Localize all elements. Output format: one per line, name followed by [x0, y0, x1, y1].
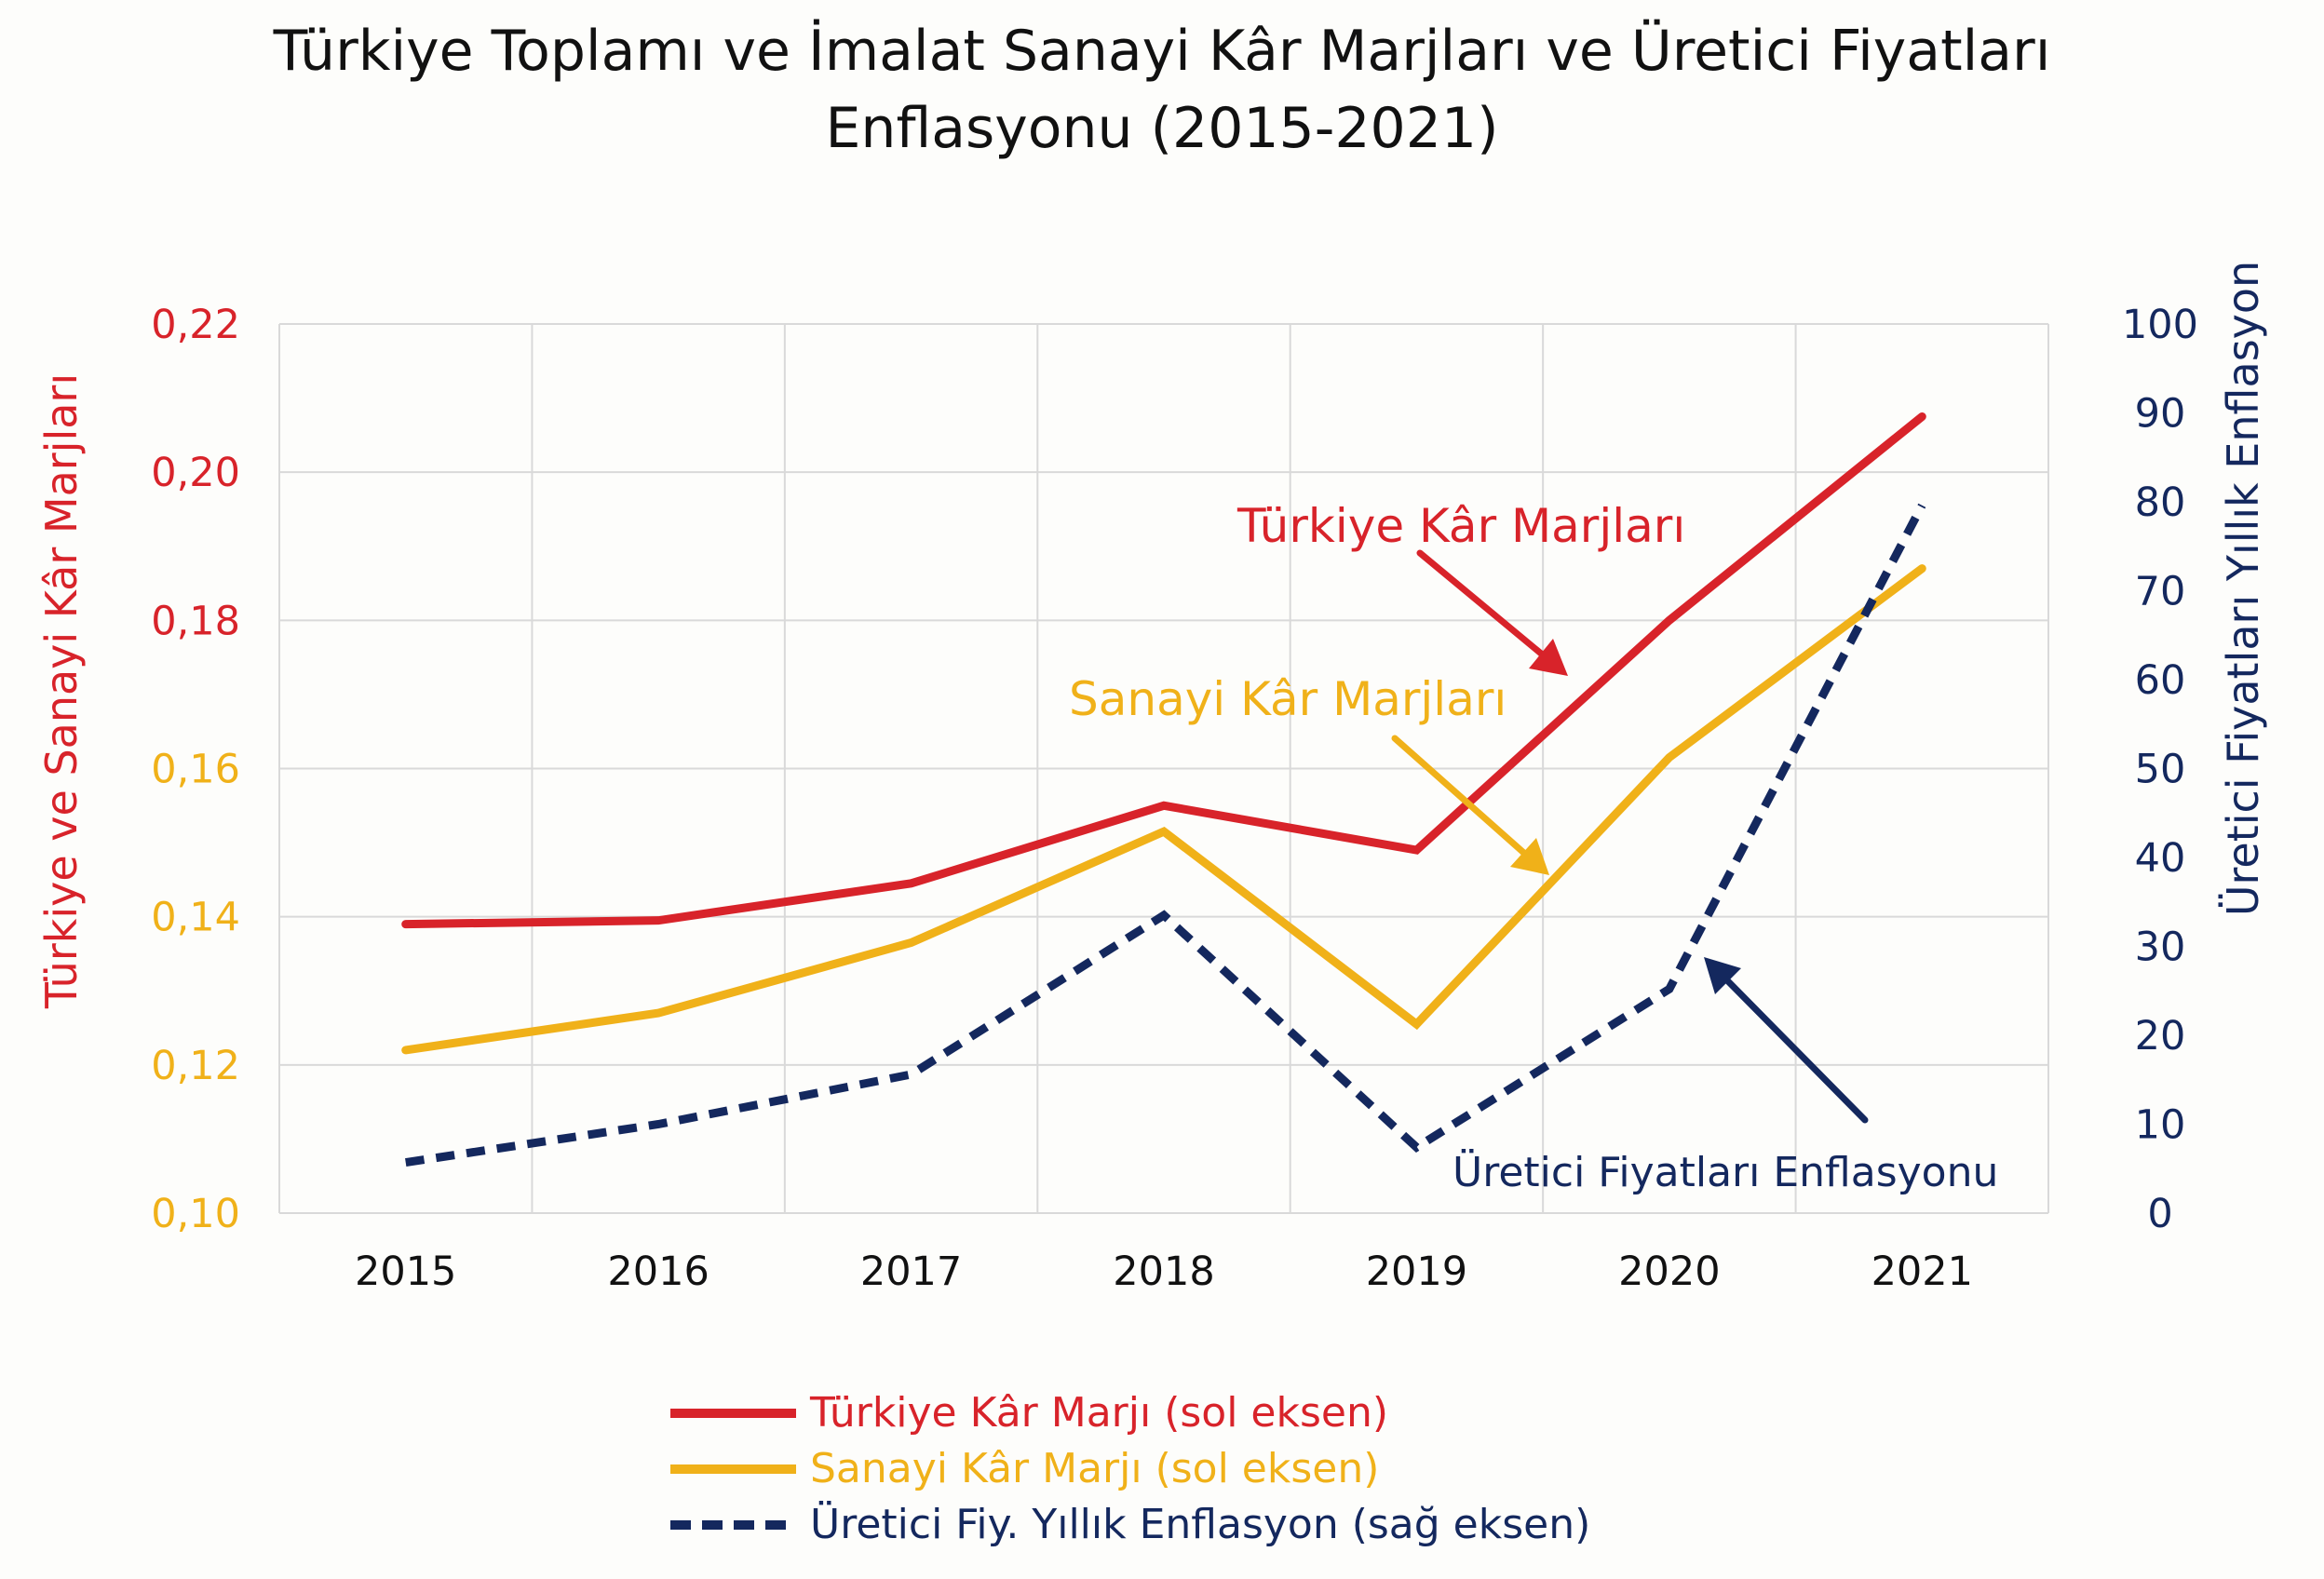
- legend-label-turkiye: Türkiye Kâr Marjı (sol eksen): [809, 1389, 1388, 1437]
- right-tick-label: 10: [2135, 1102, 2186, 1149]
- right-tick-label: 50: [2135, 747, 2186, 793]
- x-axis-ticks: 2015 2016 2017 2018 2019 2020 2021: [355, 1248, 1973, 1295]
- legend: Türkiye Kâr Marjı (sol eksen) Sanayi Kâr…: [670, 1389, 1590, 1548]
- series-group: [401, 412, 1926, 1167]
- x-tick-label: 2020: [1618, 1248, 1720, 1295]
- left-tick-label: 0,16: [151, 747, 240, 793]
- right-tick-label: 80: [2135, 479, 2186, 526]
- x-tick-label: 2017: [860, 1248, 962, 1295]
- left-tick-label: 0,22: [151, 302, 240, 348]
- right-tick-label: 40: [2135, 835, 2186, 882]
- left-tick-label: 0,18: [151, 598, 240, 644]
- series-line-0: [401, 412, 1926, 929]
- left-tick-label: 0,12: [151, 1043, 240, 1089]
- chart-title-line-1: Türkiye Toplamı ve İmalat Sanayi Kâr Mar…: [273, 18, 2051, 84]
- annotation-uretici: Üretici Fiyatları Enflasyonu: [1452, 1148, 1998, 1196]
- annotation-sanayi-arrow: [1391, 735, 1549, 875]
- right-axis-ticks: 0 10 20 30 40 50 60 70 80 90 100: [2122, 302, 2198, 1237]
- right-tick-label: 20: [2135, 1013, 2186, 1059]
- chart-title-line-2: Enflasyonu (2015-2021): [826, 96, 1499, 161]
- annotation-turkiye-arrow: [1416, 549, 1568, 676]
- right-tick-label: 60: [2135, 657, 2186, 704]
- x-tick-label: 2015: [355, 1248, 456, 1295]
- left-axis-ticks: 0,10 0,12 0,14 0,16 0,18 0,20 0,22: [151, 302, 240, 1237]
- grid: [278, 323, 2049, 1214]
- x-tick-label: 2019: [1366, 1248, 1467, 1295]
- annotation-uretici-arrow: [1704, 957, 1869, 1124]
- right-tick-label: 100: [2122, 302, 2198, 348]
- x-tick-label: 2016: [607, 1248, 709, 1295]
- left-tick-label: 0,14: [151, 895, 240, 941]
- right-tick-label: 0: [2147, 1191, 2172, 1237]
- left-axis-label: Türkiye ve Sanayi Kâr Marjları: [36, 373, 87, 1009]
- x-tick-label: 2018: [1113, 1248, 1214, 1295]
- x-tick-label: 2021: [1871, 1248, 1973, 1295]
- legend-label-sanayi: Sanayi Kâr Marjı (sol eksen): [810, 1445, 1379, 1492]
- annotation-sanayi: Sanayi Kâr Marjları: [1069, 672, 1507, 726]
- left-tick-label: 0,10: [151, 1191, 240, 1237]
- right-tick-label: 70: [2135, 569, 2186, 615]
- annotation-turkiye: Türkiye Kâr Marjları: [1236, 499, 1685, 553]
- legend-label-uretici: Üretici Fiy. Yıllık Enflasyon (sağ eksen…: [810, 1500, 1590, 1548]
- right-tick-label: 90: [2135, 391, 2186, 438]
- right-axis-label: Üretici Fiyatları Yıllık Enflasyon: [2218, 261, 2268, 916]
- right-tick-label: 30: [2135, 924, 2186, 971]
- left-tick-label: 0,20: [151, 450, 240, 496]
